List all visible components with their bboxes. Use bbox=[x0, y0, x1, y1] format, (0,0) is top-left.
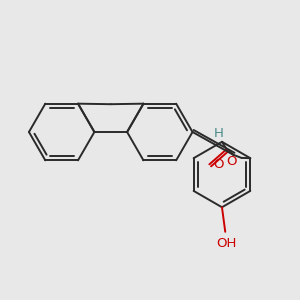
Text: O: O bbox=[213, 158, 224, 171]
Text: OH: OH bbox=[217, 237, 237, 250]
Text: O: O bbox=[226, 155, 237, 168]
Text: H: H bbox=[214, 127, 224, 140]
